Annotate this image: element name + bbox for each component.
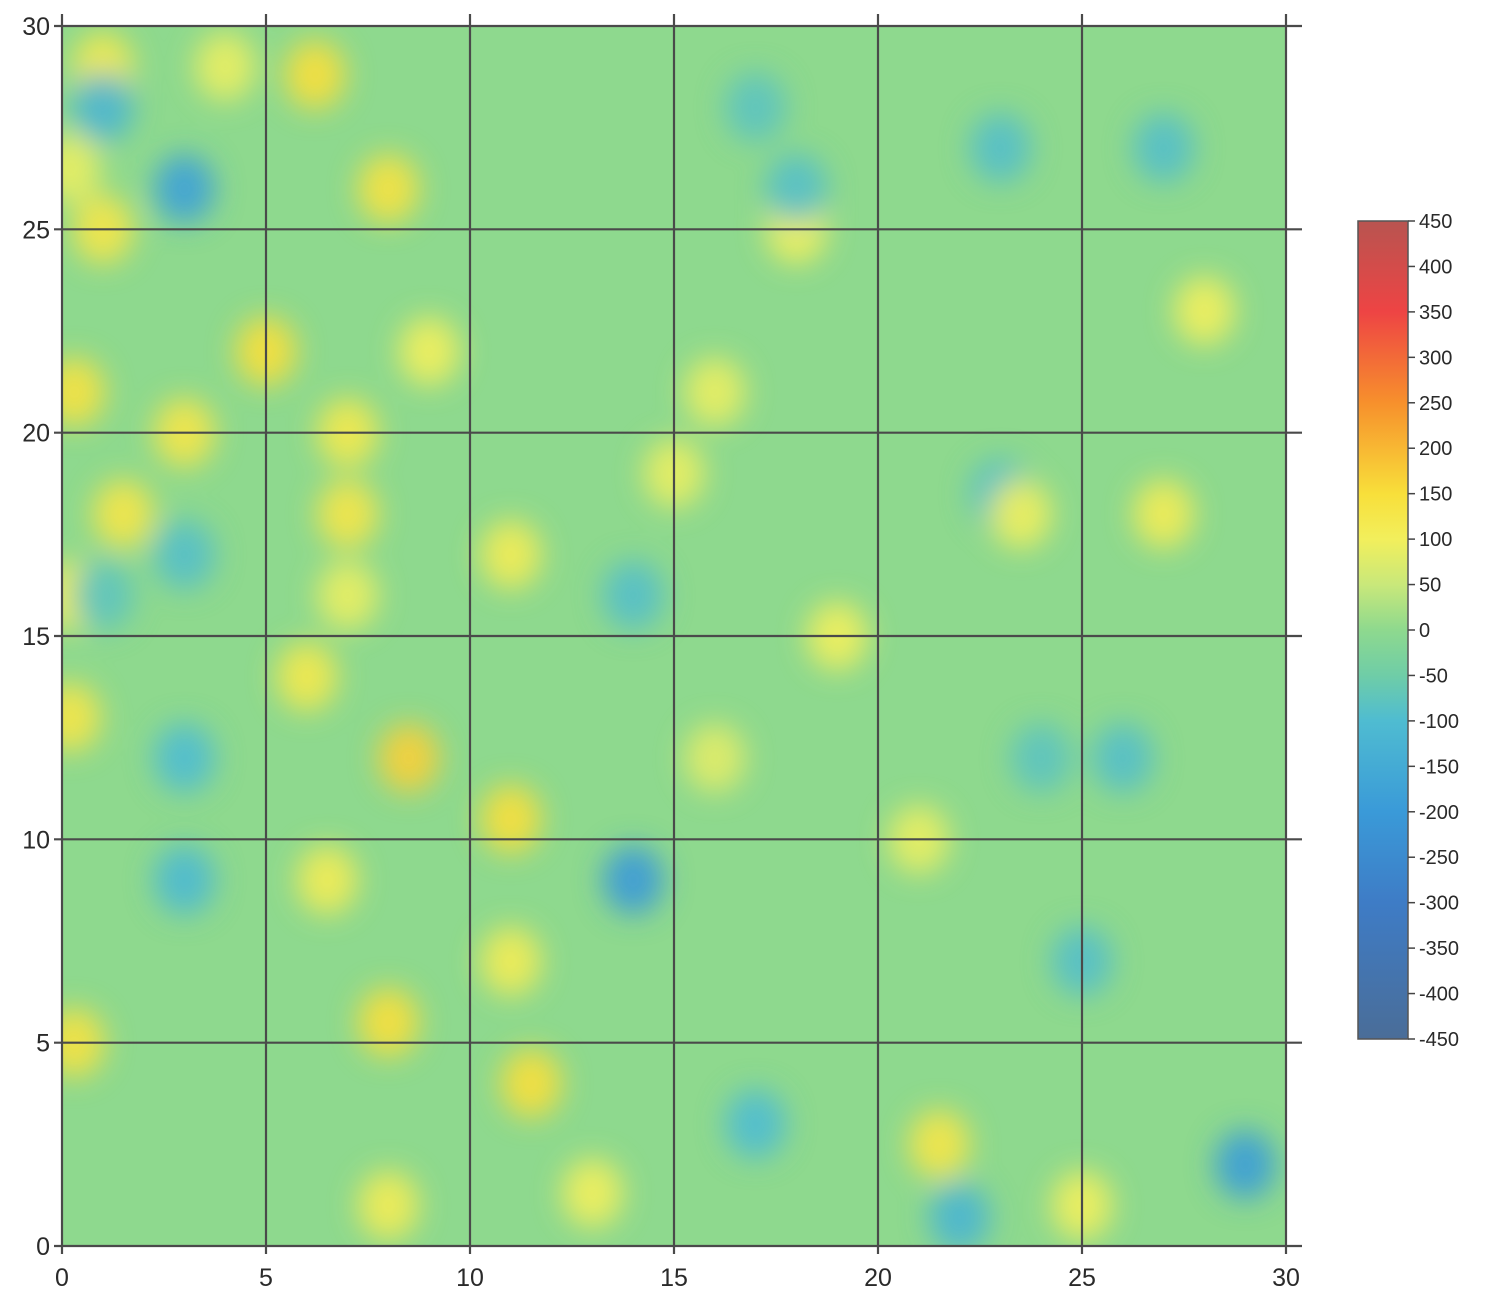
heatmap-cell <box>317 560 379 631</box>
heatmap-cell <box>725 1089 787 1159</box>
heatmap-cell <box>765 153 828 224</box>
heatmap-cell <box>908 1109 970 1180</box>
colorbar-tick-label: 350 <box>1419 302 1452 324</box>
heatmap-cell <box>480 926 542 997</box>
heatmap-cell <box>276 641 338 712</box>
heatmap-cell <box>62 357 105 427</box>
y-tick-label: 0 <box>36 1233 50 1261</box>
heatmap-cell <box>1214 1129 1276 1200</box>
heatmap-cell <box>1092 723 1154 793</box>
x-tick-label: 25 <box>1068 1264 1096 1292</box>
colorbar-tick-label: 200 <box>1419 438 1452 460</box>
colorbar-tick-label: 150 <box>1419 484 1452 506</box>
heatmap-cell <box>990 479 1052 549</box>
colorbar-gradient <box>1357 220 1409 1040</box>
colorbar-tick-label: 50 <box>1419 575 1441 597</box>
colorbar-tick-label: -50 <box>1419 665 1448 687</box>
y-tick-label: 15 <box>22 623 50 651</box>
heatmap-cell <box>357 987 419 1058</box>
heatmap-cell <box>1010 723 1072 793</box>
y-tick-label: 25 <box>22 216 50 244</box>
colorbar-tick-label: -300 <box>1419 893 1459 915</box>
colorbar-tick-label: -350 <box>1419 938 1459 960</box>
heatmap-cell <box>194 31 256 102</box>
x-tick-label: 10 <box>456 1264 484 1292</box>
colorbar-tick-label: 300 <box>1419 347 1452 369</box>
colorbar: 450 400 350 300 250 200 150 100 50 0 -50 -100 -150 -2… <box>1357 211 1459 1051</box>
heatmap-cell <box>296 845 358 915</box>
heatmap-cell <box>480 519 542 590</box>
heatmap-cell <box>500 1048 562 1119</box>
colorbar-tick-label: -450 <box>1419 1029 1459 1051</box>
heatmap-cell <box>969 113 1031 183</box>
heatmap-cell <box>602 560 664 631</box>
heatmap-cell <box>378 723 440 793</box>
colorbar-tick-label: 250 <box>1419 393 1452 415</box>
colorbar-tick-label: -400 <box>1419 984 1459 1006</box>
heatmap-cell <box>725 72 787 143</box>
heatmap-cell <box>1173 275 1235 346</box>
heatmap-cell <box>602 845 664 915</box>
y-tick-label: 20 <box>22 420 50 448</box>
y-axis: 0 5 10 15 20 25 30 <box>22 13 50 1261</box>
colorbar-tick-label: 450 <box>1419 211 1452 233</box>
grid-lines <box>54 14 1302 1254</box>
heatmap-cell <box>480 784 542 854</box>
colorbar-tick-label: 100 <box>1419 529 1452 551</box>
heatmap-cell <box>684 723 746 793</box>
heatmap-cell <box>1133 479 1195 549</box>
heatmap-cell <box>72 560 134 631</box>
heatmap-cell <box>92 479 154 549</box>
x-tick-label: 20 <box>864 1264 892 1292</box>
x-tick-label: 30 <box>1272 1264 1300 1292</box>
colorbar-tick-label: -200 <box>1419 802 1459 824</box>
heatmap-cell <box>398 316 460 387</box>
heatmap-cell <box>317 479 379 549</box>
heatmap-features <box>62 31 1276 1246</box>
colorbar-tick-label: -150 <box>1419 756 1459 778</box>
heatmap-cell <box>62 133 101 204</box>
heatmap-cell <box>684 357 746 427</box>
colorbar-tick-label: -100 <box>1419 711 1459 733</box>
colorbar-tick-label: 400 <box>1419 256 1452 278</box>
heatmap-cell <box>153 723 215 793</box>
heatmap-cell <box>153 519 215 590</box>
colorbar-tick-label: 0 <box>1419 620 1430 642</box>
heatmap-cell <box>357 153 419 224</box>
heatmap-cell <box>153 845 215 915</box>
y-tick-label: 5 <box>36 1030 50 1058</box>
heatmap-cell <box>357 1170 419 1241</box>
x-tick-label: 5 <box>259 1264 273 1292</box>
heatmap-cell <box>929 1182 991 1246</box>
heatmap-cell <box>153 153 215 224</box>
heatmap-field <box>62 26 1286 1246</box>
heatmap-cell <box>284 40 346 110</box>
y-tick-label: 30 <box>22 13 50 41</box>
heatmap-cell <box>72 72 134 143</box>
x-tick-label: 0 <box>55 1264 69 1292</box>
colorbar-tick-label: -250 <box>1419 847 1459 869</box>
x-tick-label: 15 <box>660 1264 688 1292</box>
heatmap-cell <box>62 682 101 753</box>
heatmap-cell <box>1133 113 1195 183</box>
heatmap-cell <box>561 1158 624 1228</box>
x-axis: 0 5 10 15 20 25 30 <box>55 1264 1300 1292</box>
y-tick-label: 10 <box>22 826 50 854</box>
